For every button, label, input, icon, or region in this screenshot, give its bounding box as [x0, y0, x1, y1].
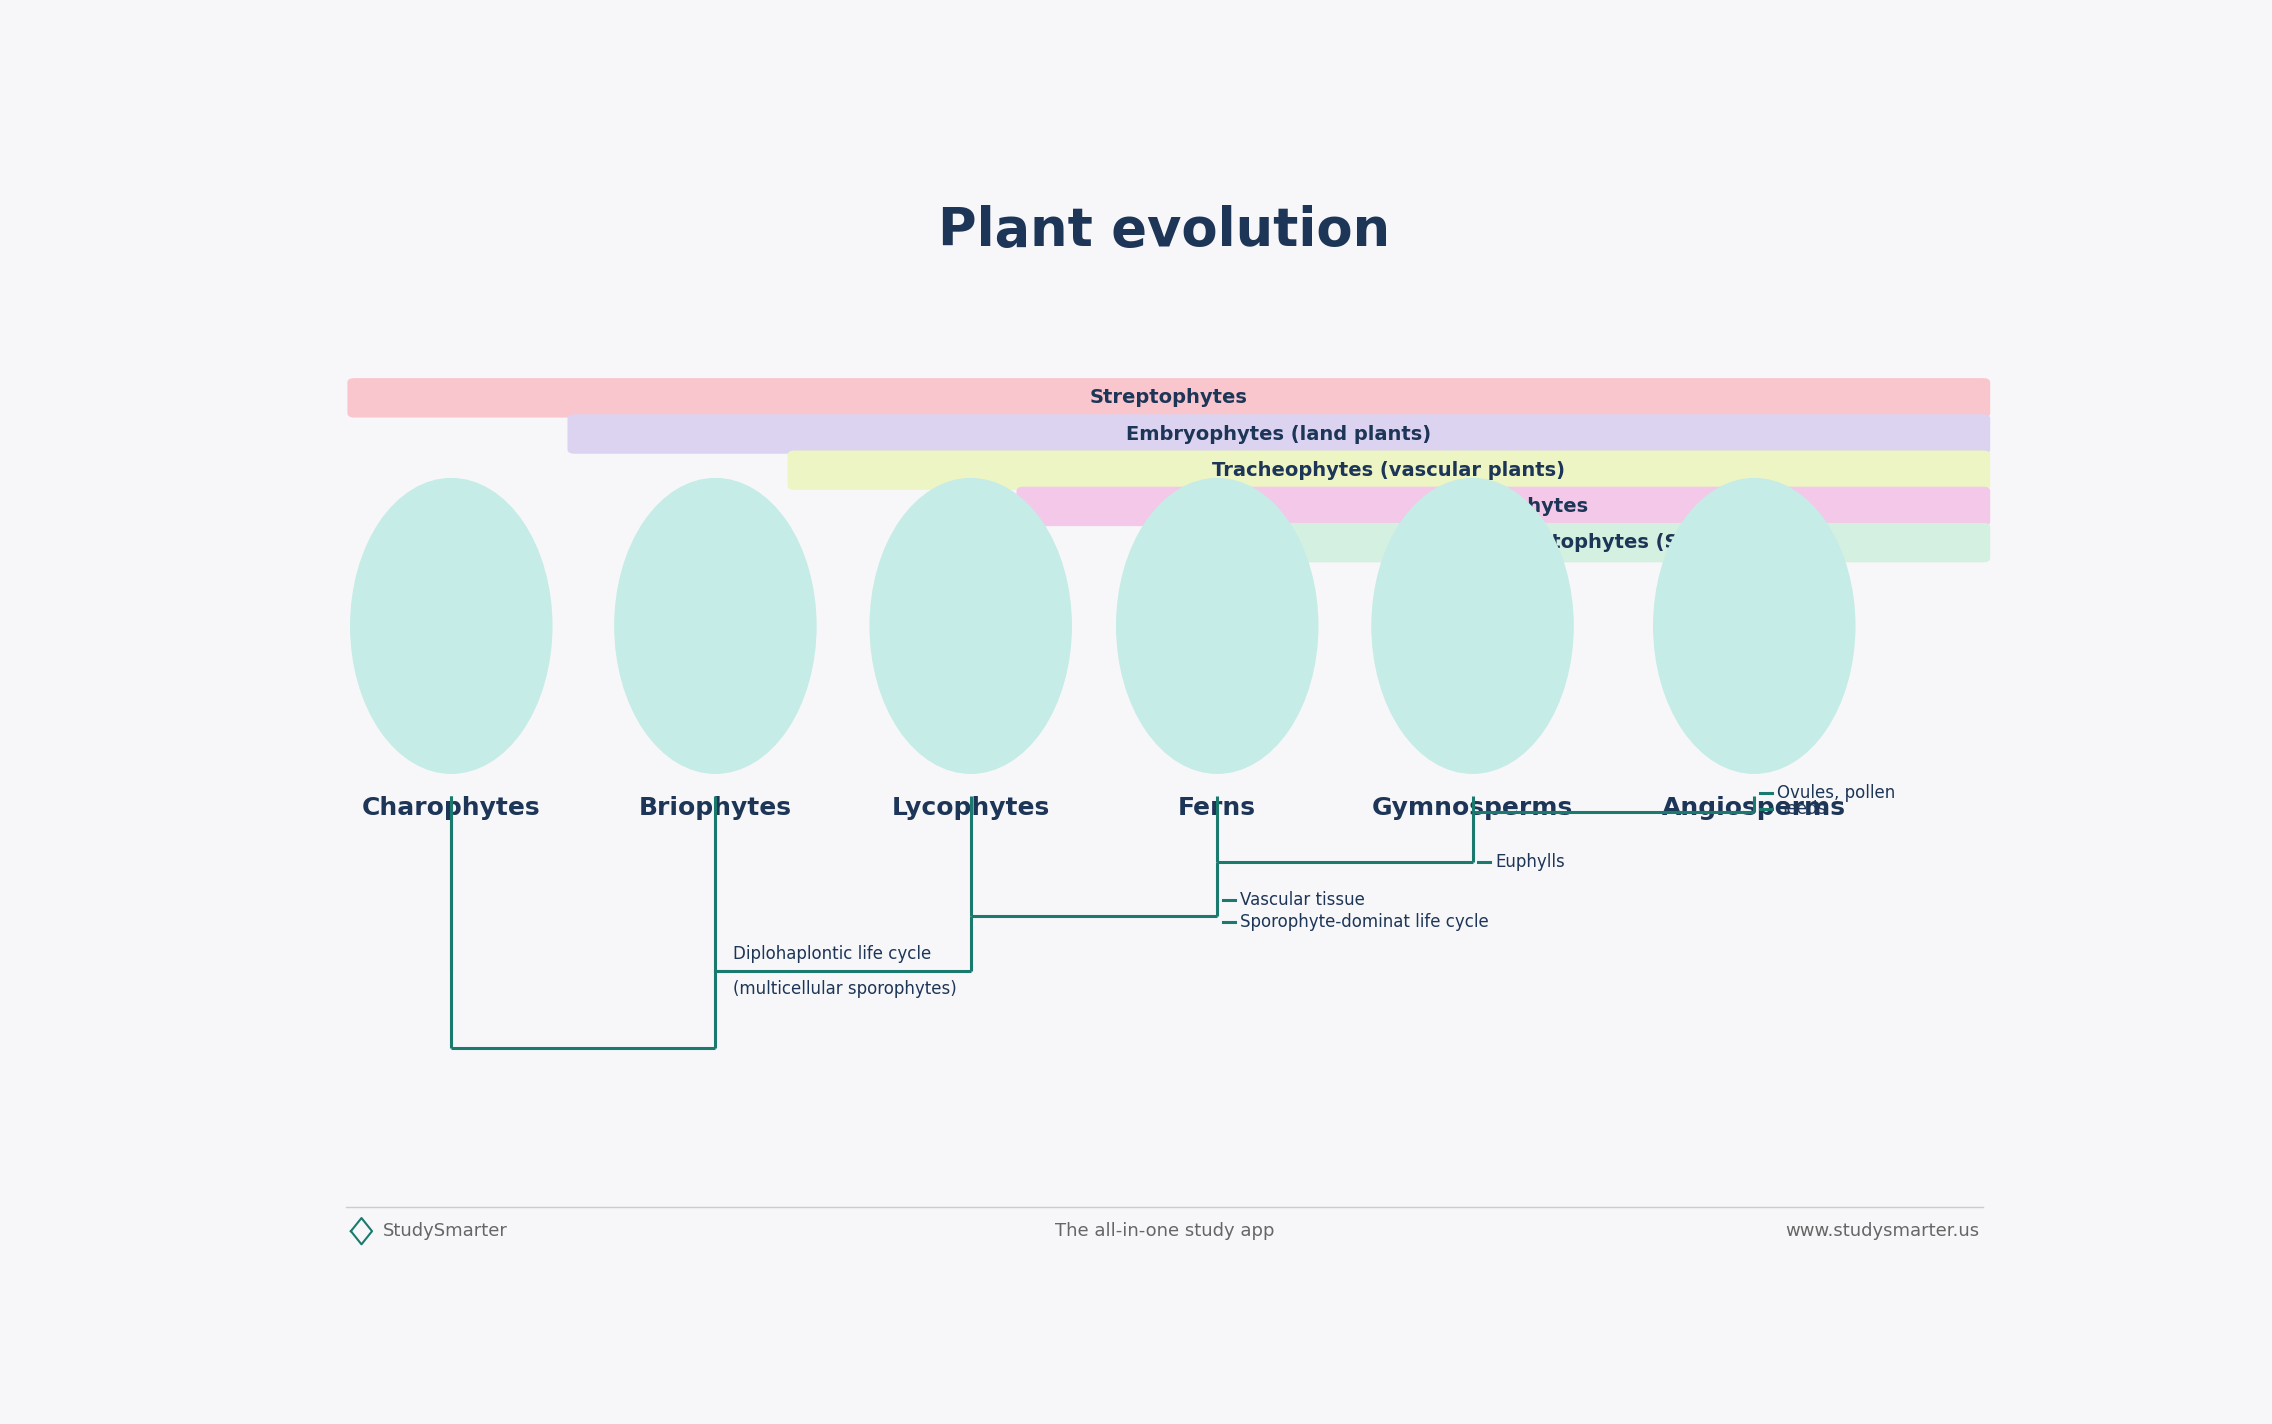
Text: Euphylls: Euphylls [1495, 853, 1565, 870]
Text: Plant evolution: Plant evolution [938, 205, 1390, 258]
Text: Embryophytes (land plants): Embryophytes (land plants) [1127, 424, 1431, 443]
Text: Ovules, pollen: Ovules, pollen [1777, 783, 1895, 802]
Text: StudySmarter: StudySmarter [382, 1222, 507, 1240]
Ellipse shape [1116, 478, 1318, 775]
Text: Diplohaplontic life cycle: Diplohaplontic life cycle [734, 944, 932, 963]
Text: Euphyllophytes: Euphyllophytes [1418, 497, 1588, 515]
FancyBboxPatch shape [788, 450, 1990, 490]
FancyBboxPatch shape [1281, 523, 1990, 562]
Text: Spermatophytes (Seed plants): Spermatophytes (Seed plants) [1468, 533, 1804, 553]
Text: Gymnosperms: Gymnosperms [1372, 796, 1572, 820]
Ellipse shape [870, 478, 1072, 775]
Text: Lycophytes: Lycophytes [891, 796, 1050, 820]
Ellipse shape [1654, 478, 1856, 775]
Text: The all-in-one study app: The all-in-one study app [1054, 1222, 1275, 1240]
Text: Sporophyte-dominat life cycle: Sporophyte-dominat life cycle [1241, 913, 1488, 931]
Ellipse shape [1372, 478, 1574, 775]
FancyBboxPatch shape [1016, 487, 1990, 525]
Text: Seeds: Seeds [1777, 800, 1827, 817]
FancyBboxPatch shape [348, 379, 1990, 417]
FancyBboxPatch shape [568, 414, 1990, 454]
Ellipse shape [613, 478, 816, 775]
Ellipse shape [350, 478, 552, 775]
Text: www.studysmarter.us: www.studysmarter.us [1786, 1222, 1979, 1240]
Text: (multicellular sporophytes): (multicellular sporophytes) [734, 980, 957, 998]
Text: Briophytes: Briophytes [638, 796, 793, 820]
Text: Streptophytes: Streptophytes [1091, 389, 1247, 407]
Text: Charophytes: Charophytes [361, 796, 541, 820]
Text: Tracheophytes (vascular plants): Tracheophytes (vascular plants) [1213, 461, 1565, 480]
Text: Ferns: Ferns [1179, 796, 1256, 820]
Text: Vascular tissue: Vascular tissue [1241, 891, 1365, 909]
Text: Angiosperms: Angiosperms [1663, 796, 1847, 820]
